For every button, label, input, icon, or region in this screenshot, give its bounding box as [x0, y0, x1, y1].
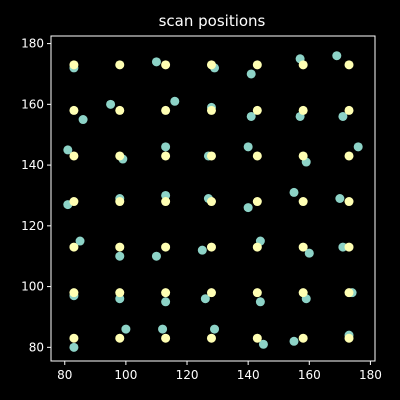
scatter-point [206, 151, 216, 161]
y-tick-label: 120 [21, 219, 44, 233]
scatter-point [75, 236, 85, 246]
x-tick-label: 100 [114, 368, 137, 382]
plot-frame [50, 35, 376, 362]
scatter-point [298, 105, 308, 115]
x-tick-label: 160 [298, 368, 321, 382]
scatter-point [69, 242, 79, 252]
scatter-point [246, 111, 256, 121]
scatter-point [161, 333, 171, 343]
scatter-point [69, 151, 79, 161]
scatter-point [338, 111, 348, 121]
scatter-point [206, 242, 216, 252]
x-tick-label: 80 [57, 368, 72, 382]
scatter-point [170, 96, 180, 106]
scatter-point [161, 60, 171, 70]
axes-layer: 80 100 120 140 160 180 80 100 120 140 160 180 [21, 35, 382, 382]
scatter-point [161, 142, 171, 152]
scatter-point [298, 288, 308, 298]
scatter-point [298, 333, 308, 343]
scatter-point [206, 105, 216, 115]
scatter-point [298, 197, 308, 207]
scatter-point [197, 245, 207, 255]
scatter-point [158, 324, 168, 334]
scatter-point [289, 336, 299, 346]
scatter-point [206, 60, 216, 70]
x-tick-label: 180 [359, 368, 382, 382]
scatter-point [115, 242, 125, 252]
scatter-point [304, 248, 314, 258]
scatter-point [332, 51, 342, 61]
scatter-point [252, 242, 262, 252]
scatter-point [344, 105, 354, 115]
scatter-point [115, 151, 125, 161]
scatter-point [151, 57, 161, 67]
y-tick-label: 80 [29, 340, 44, 354]
scatter-point [69, 333, 79, 343]
scatter-point [115, 60, 125, 70]
scatter-point [106, 99, 116, 109]
scatter-point [200, 294, 210, 304]
chart-title: scan positions [159, 12, 266, 30]
scatter-point [252, 197, 262, 207]
scatter-point [252, 105, 262, 115]
series-2 [69, 60, 354, 343]
scatter-point [206, 288, 216, 298]
scatter-point [206, 333, 216, 343]
scatter-point [252, 60, 262, 70]
scatter-point [115, 197, 125, 207]
scatter-point [63, 145, 73, 155]
scatter-point [115, 251, 125, 261]
scatter-point [69, 197, 79, 207]
scatter-point [115, 105, 125, 115]
scatter-point [252, 288, 262, 298]
scatter-point [121, 324, 131, 334]
scatter-point [161, 197, 171, 207]
scatter-point [252, 333, 262, 343]
scatter-point [151, 251, 161, 261]
scatter-point [243, 142, 253, 152]
scatter-point [246, 69, 256, 79]
y-tick-label: 100 [21, 280, 44, 294]
scatter-point [344, 288, 354, 298]
scatter-point [335, 194, 345, 203]
scatter-point [298, 242, 308, 252]
x-tick-label: 120 [176, 368, 199, 382]
scatter-point [161, 105, 171, 115]
scatter-point [69, 60, 79, 70]
scatter-point [161, 288, 171, 298]
scatter-point [258, 339, 268, 349]
scatter-point [161, 297, 171, 307]
scatter-point [69, 288, 79, 298]
scatter-point [161, 242, 171, 252]
scatter-point [252, 151, 262, 161]
scatter-point [78, 115, 88, 125]
y-tick-label: 160 [21, 97, 44, 111]
scatter-point [69, 105, 79, 115]
scatter-point [115, 288, 125, 298]
scatter-point [344, 151, 354, 161]
scatter-point [298, 60, 308, 70]
scatter-point [289, 187, 299, 197]
scatter-point [243, 203, 253, 213]
scatter-point [344, 333, 354, 343]
scatter-point [210, 324, 220, 334]
scatter-point [298, 151, 308, 161]
scatter-point [161, 151, 171, 161]
scatter-point [115, 333, 125, 343]
scatter-point [344, 242, 354, 252]
scatter-point [69, 342, 79, 352]
scatter-point [255, 297, 265, 307]
points-layer [63, 51, 363, 352]
x-tick-label: 140 [237, 368, 260, 382]
scatter-point [344, 60, 354, 70]
scatter-point [344, 197, 354, 207]
scatter-point [206, 197, 216, 207]
y-tick-label: 140 [21, 158, 44, 172]
scatter-point [353, 142, 363, 152]
y-tick-label: 180 [21, 37, 44, 51]
